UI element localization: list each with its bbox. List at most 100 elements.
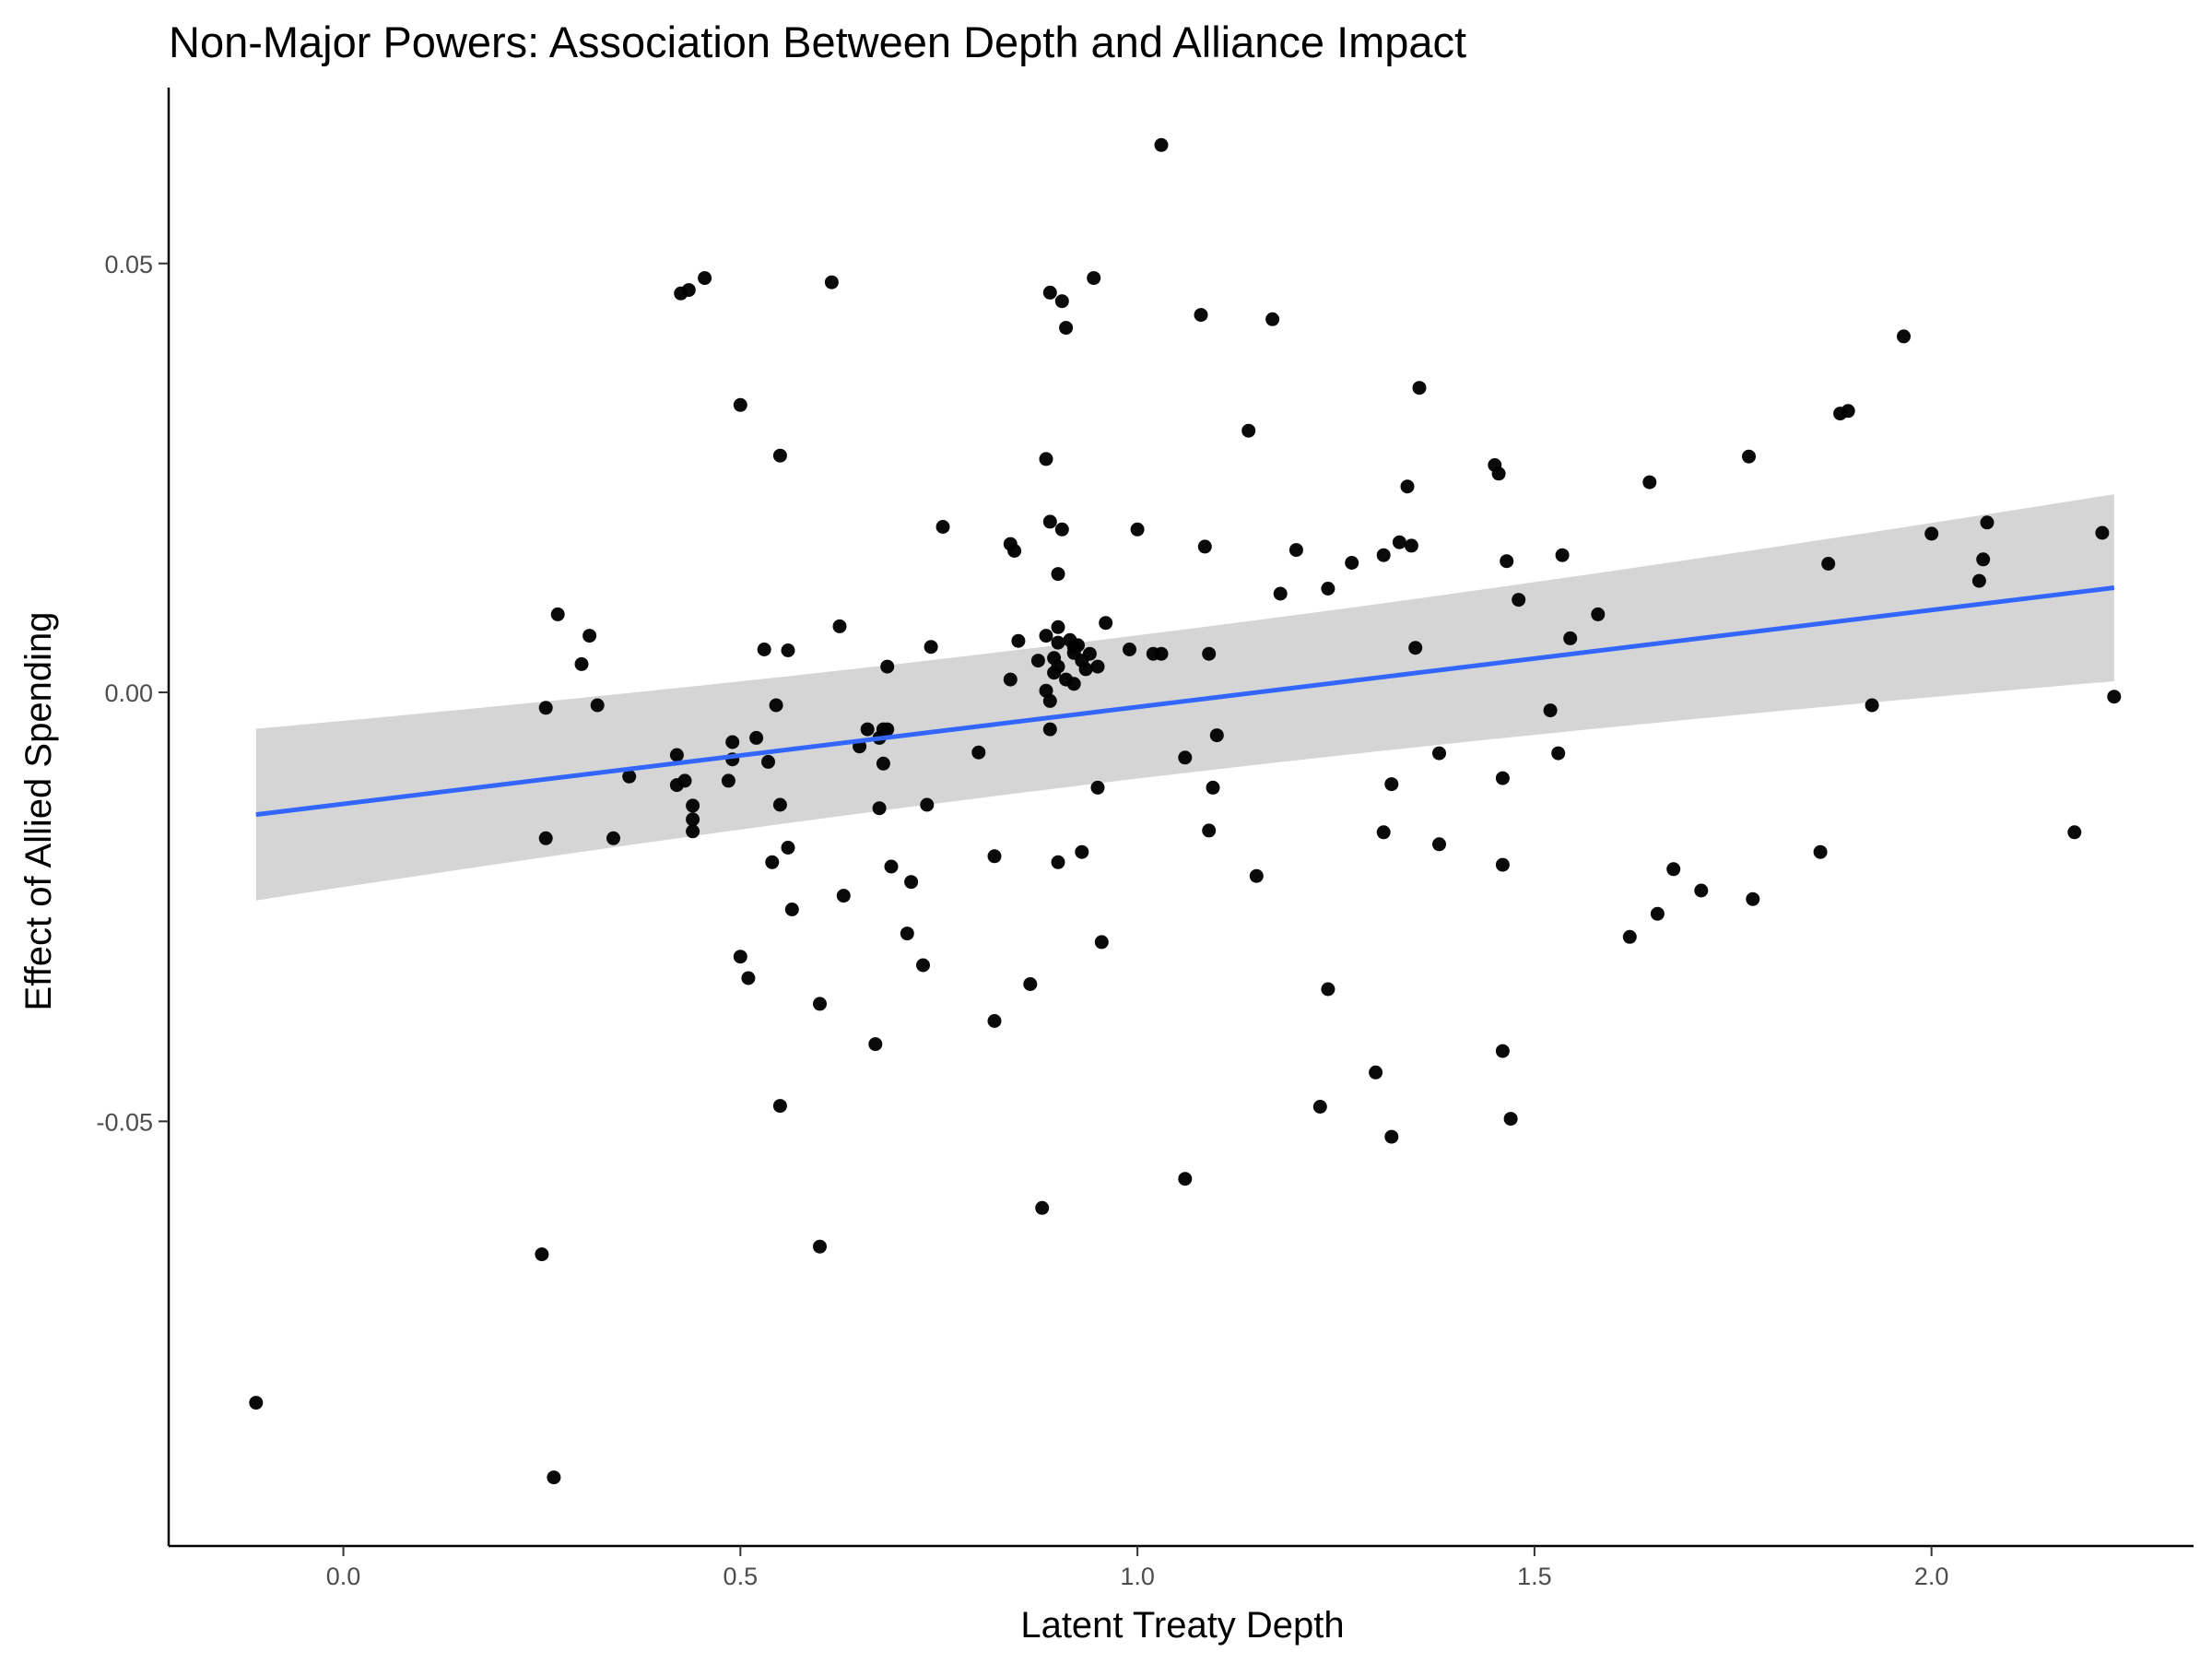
axes-layer: 0.0 0.5 1.0 1.5 2.0 -0.05 0.00 0.05 [96, 88, 2194, 1590]
data-point [1154, 137, 1169, 152]
data-point [761, 754, 775, 769]
data-point [1206, 780, 1220, 795]
data-point [1241, 423, 1256, 438]
data-point [1130, 522, 1145, 537]
data-point [1980, 515, 1994, 530]
fit-line [255, 585, 2115, 818]
data-points-layer [249, 137, 2122, 1485]
data-point [1555, 548, 1570, 562]
data-point [1051, 620, 1065, 634]
x-tick-label: 1.0 [1120, 1563, 1155, 1590]
data-point [884, 859, 899, 874]
data-point [1030, 654, 1045, 668]
data-point [1023, 977, 1038, 991]
data-point [1642, 475, 1657, 490]
data-point [1976, 552, 1991, 567]
data-point [1591, 607, 1606, 621]
data-point [880, 722, 895, 737]
data-point [1384, 1129, 1399, 1144]
data-point [622, 769, 637, 784]
confidence-band-layer [255, 494, 2114, 901]
data-point [1090, 659, 1105, 674]
y-tick-label: -0.05 [96, 1108, 153, 1136]
data-point [1408, 641, 1423, 655]
data-point [1194, 308, 1208, 323]
data-point [1821, 557, 1836, 571]
data-point [669, 748, 684, 762]
data-point [686, 798, 700, 813]
data-point [741, 971, 756, 985]
data-point [765, 855, 780, 869]
data-point [813, 1239, 827, 1254]
data-point [876, 756, 890, 771]
data-point [1265, 312, 1280, 326]
data-point [772, 797, 787, 812]
data-point [924, 640, 938, 655]
data-point [1154, 646, 1169, 661]
data-point [1369, 1065, 1383, 1080]
data-point [574, 656, 589, 671]
data-point [590, 698, 605, 713]
data-point [1345, 556, 1359, 570]
data-point [900, 926, 914, 941]
data-point [904, 875, 919, 890]
data-point [1897, 329, 1911, 344]
data-point [535, 1247, 549, 1262]
x-tick-label: 2.0 [1914, 1563, 1949, 1590]
data-point [606, 831, 620, 845]
data-point [2107, 690, 2122, 704]
data-point [733, 950, 747, 964]
data-point [1082, 646, 1097, 661]
data-point [868, 1037, 883, 1052]
data-point [1512, 593, 1526, 608]
data-point [1075, 844, 1089, 859]
data-point [686, 812, 700, 827]
data-point [1059, 321, 1074, 336]
data-point [1924, 526, 1939, 541]
y-tick-label: 0.05 [104, 251, 153, 278]
data-point [1622, 929, 1637, 944]
data-point [1491, 466, 1506, 481]
data-point [2067, 825, 2082, 840]
data-point [550, 607, 565, 621]
data-point [757, 643, 771, 656]
data-point [781, 841, 795, 855]
data-point [749, 730, 764, 745]
data-point [1551, 746, 1566, 761]
data-point [1563, 631, 1578, 645]
data-point [987, 1014, 1002, 1028]
data-point [1042, 285, 1057, 300]
chart-title: Non-Major Powers: Association Between De… [169, 18, 1466, 66]
data-point [781, 643, 795, 657]
data-point [1007, 544, 1022, 558]
data-point [725, 735, 740, 749]
data-point [1500, 554, 1514, 569]
data-point [872, 801, 887, 816]
data-point [920, 797, 935, 812]
fit-line-layer [255, 585, 2115, 818]
x-tick-label: 0.0 [326, 1563, 361, 1590]
data-point [971, 745, 986, 760]
data-point [538, 701, 553, 715]
data-point [1042, 693, 1057, 708]
data-point [935, 520, 950, 534]
data-point [769, 698, 783, 713]
data-point [1051, 659, 1065, 674]
x-axis-title: Latent Treaty Depth [1020, 1605, 1344, 1646]
data-point [1035, 1200, 1050, 1215]
data-point [1249, 868, 1264, 883]
data-point [1003, 672, 1018, 687]
data-point [813, 997, 827, 1011]
data-point [547, 1470, 561, 1485]
data-point [1650, 906, 1665, 921]
data-point [1384, 777, 1399, 792]
data-point [836, 889, 851, 903]
data-point [1376, 548, 1391, 562]
data-point [1288, 543, 1303, 558]
y-axis-title: Effect of Allied Spending [18, 612, 59, 1011]
data-point [1202, 646, 1217, 661]
data-point [916, 958, 930, 973]
data-point [1865, 698, 1879, 713]
